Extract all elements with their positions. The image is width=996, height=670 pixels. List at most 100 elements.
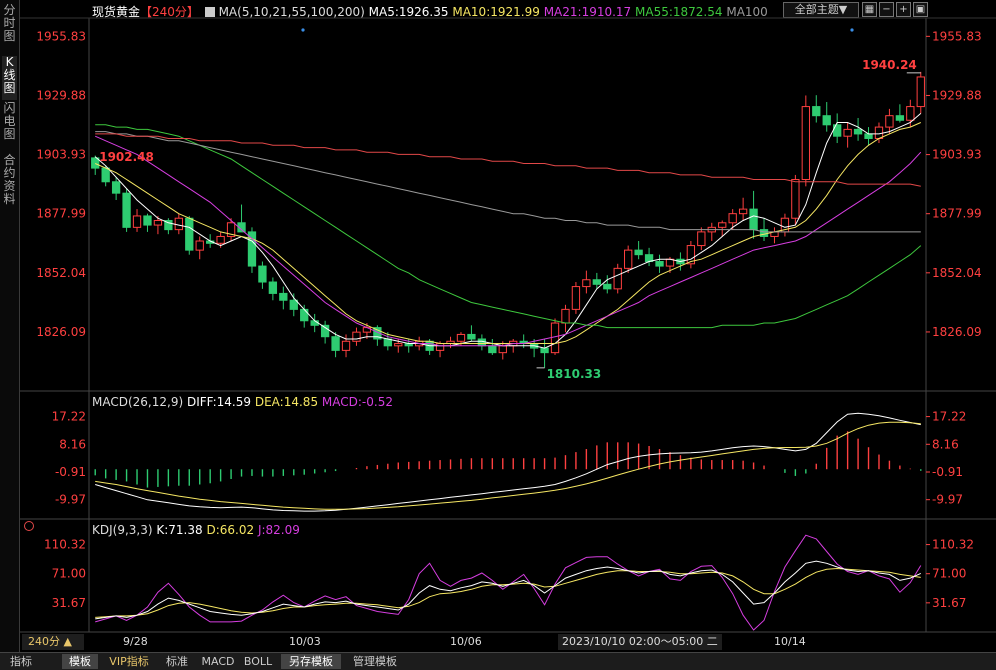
kdj-tick-label-left: 71.00 [52,567,86,581]
candle-body [91,157,100,169]
candle-body [916,76,925,108]
tab-manage-templates[interactable]: 管理模板 [353,655,397,668]
event-marker-dot [850,28,854,32]
candle-body [895,115,905,121]
symbol-name: 现货黄金 [92,5,141,19]
tab-vip-indicators[interactable]: VIP指标 [109,655,149,668]
ma-params: MA(5,10,21,55,100,200) [218,5,365,19]
candle-body [477,338,487,347]
candle-body [843,128,852,137]
kdj-line-k [95,560,922,620]
macd-tick-label-left: -9.97 [55,493,86,507]
candle-body [812,106,821,117]
minus-icon[interactable]: − [879,2,894,17]
candle-body [394,343,403,347]
macd-header: MACD(26,12,9) DIFF:14.59 DEA:14.85 MACD:… [92,395,393,409]
macd-tick-label-left: 8.16 [59,437,86,451]
macd-dea: DEA:14.85 [254,395,319,409]
ma-line-ma200 [95,133,921,187]
kdj-d: D:66.02 [206,523,255,537]
kdj-tick-label-right: 110.32 [932,538,974,552]
tab-intraday[interactable]: 分时图 [3,3,16,43]
time-label-1006: 10/06 [450,635,482,648]
candle-body [237,222,246,233]
candle-body [331,336,340,351]
candle-body [550,322,560,354]
price-tick-label-left: 1903.93 [36,148,86,162]
candle-body [874,126,884,139]
candle-body [258,265,267,283]
candle-body [634,249,643,256]
candle-body [655,261,664,267]
macd-tick-label-right: 17.22 [932,410,966,424]
candle-body [759,229,769,237]
candle-body [132,215,142,228]
tab-kline[interactable]: K线图 [2,56,17,100]
kdj-tick-label-right: 31.67 [932,596,966,610]
time-label-1014: 10/14 [774,635,806,648]
candle-body [613,267,622,290]
candle-body [718,222,727,228]
tab-boll[interactable]: BOLL [243,655,273,668]
price-tick-label-right: 1955.83 [932,29,982,43]
tab-flash-chart[interactable]: 闪电图 [3,101,16,141]
price-tick-label-left: 1955.83 [36,29,86,43]
macd-value: MACD:-0.52 [321,395,393,409]
candle-body [195,240,204,251]
candle-body [320,324,330,338]
candle-body [185,217,194,251]
candle-body [749,208,758,231]
view-sidebar: 分时图 K线图 闪电图 合约资料 [0,0,20,652]
candle-body [885,115,894,128]
grid-icon[interactable]: ▦ [862,2,877,17]
tab-save-template[interactable]: 另存模板 [281,654,341,669]
ma-toggle-icon[interactable] [204,7,215,17]
candle-body [853,128,863,135]
settings-dot-icon[interactable] [24,521,34,531]
price-tick-label-right: 1852.04 [932,266,982,280]
candle-body [801,106,810,180]
kdj-k: K:71.38 [156,523,203,537]
tab-templates[interactable]: 模板 [62,654,98,669]
tab-macd[interactable]: MACD [201,655,235,668]
candle-body [864,133,873,139]
price-tick-label-left: 1877.99 [36,207,86,221]
ma-line-ma21 [94,135,922,347]
restore-icon[interactable]: ▣ [913,2,928,17]
candle-body [435,343,445,351]
candle-body [498,345,507,354]
candle-body [174,217,183,231]
candle-body [456,333,466,342]
kdj-header: KDJ(9,3,3) K:71.38 D:66.02 J:82.09 [92,523,300,537]
tab-contract-info[interactable]: 合约资料 [3,153,16,206]
ma-line-ma55 [95,124,922,329]
candle-body [216,235,225,244]
candle-body [697,231,706,247]
plus-icon[interactable]: + [896,2,911,17]
candle-body [247,231,257,267]
macd-tick-label-right: -0.91 [932,465,963,479]
candle-body [561,308,570,324]
candle-body [300,308,309,322]
theme-dropdown-button[interactable]: 全部主题▼ [783,2,859,18]
candle-body [582,279,591,288]
ma21-value: MA21:1910.17 [543,5,632,19]
price-tick-label-left: 1929.88 [36,88,86,102]
candle-body [571,286,581,310]
candle-body [268,281,278,294]
period-selector[interactable]: 240分 ▲ [22,634,84,650]
macd-diff: DIFF:14.59 [186,395,252,409]
price-tick-label-right: 1929.88 [932,88,982,102]
chart-stage[interactable]: 1955.83 1955.83 1929.88 1929.88 1903.93 1903.… [0,0,996,652]
candle-body [488,345,497,354]
price-tick-label-left: 1826.09 [36,325,86,339]
candle-body [467,333,476,340]
tab-standard[interactable]: 标准 [166,655,188,668]
tab-indicators[interactable]: 指标 [10,655,32,668]
bottom-toolbar: 指标 模板 VIP指标 标准 MACD BOLL 另存模板 管理模板 [0,652,996,670]
price-tick-label-right: 1826.09 [932,325,982,339]
kdj-tick-label-left: 110.32 [44,538,86,552]
kdj-j: J:82.09 [257,523,300,537]
period-label: 【240分】 [140,5,199,19]
candle-body [624,249,633,269]
